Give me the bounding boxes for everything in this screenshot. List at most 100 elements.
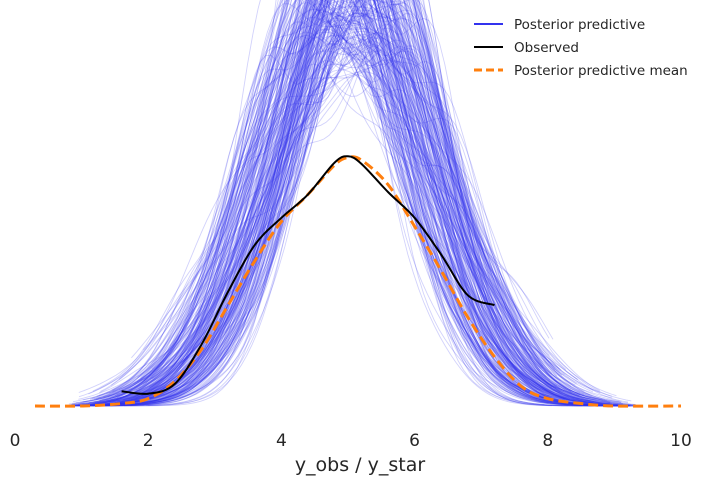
posterior-predictive-mean-layer — [34, 155, 682, 408]
posterior-predictive-draw — [137, 0, 564, 404]
posterior-predictive-draw — [120, 0, 585, 407]
posterior-predictive-draw — [80, 40, 550, 403]
posterior-predictive-draw — [78, 7, 558, 405]
posterior-predictive-draw — [98, 0, 552, 407]
posterior-predictive-draw — [117, 0, 565, 405]
posterior-predictive-draw — [96, 28, 561, 400]
posterior-predictive-draw — [133, 0, 545, 406]
posterior-predictive-draw — [132, 0, 608, 407]
posterior-predictive-draw — [127, 0, 592, 406]
posterior-predictive-draw — [144, 0, 593, 403]
posterior-predictive-draw — [106, 0, 581, 406]
posterior-predictive-draw — [113, 0, 631, 406]
posterior-predictive-draw — [134, 0, 588, 405]
posterior-predictive-draw — [109, 1, 584, 404]
posterior-predictive-draw — [98, 25, 553, 403]
posterior-predictive-draw — [92, 0, 631, 407]
posterior-predictive-draw — [70, 0, 551, 405]
posterior-predictive-draw — [73, 0, 623, 406]
posterior-predictive-draw — [92, 0, 568, 401]
posterior-predictive-draw — [71, 0, 594, 407]
posterior-predictive-draw — [105, 0, 538, 403]
posterior-predictive-draw — [109, 0, 553, 406]
posterior-predictive-draw — [79, 5, 544, 406]
posterior-predictive-draw — [135, 0, 594, 405]
posterior-predictive-draw — [89, 0, 565, 407]
posterior-predictive-draw — [95, 24, 560, 405]
posterior-predictive-draw — [116, 11, 581, 396]
posterior-predictive-draw — [85, 0, 582, 407]
posterior-predictive-draw — [142, 0, 617, 406]
posterior-predictive-draw — [142, 0, 569, 406]
posterior-predictive-draw — [141, 17, 601, 397]
x-axis-ticks: 0 2 4 6 8 10 — [10, 431, 692, 451]
posterior-predictive-draw — [148, 0, 587, 404]
posterior-predictive-draw — [71, 15, 610, 406]
posterior-predictive-draw — [151, 16, 632, 405]
posterior-predictive-draw — [72, 0, 627, 406]
posterior-predictive-draw — [151, 0, 611, 405]
posterior-predictive-draw — [96, 0, 550, 404]
posterior-predictive-draw — [129, 0, 568, 407]
posterior-predictive-draw — [121, 0, 634, 407]
posterior-predictive-draw — [150, 0, 583, 407]
posterior-predictive-draw — [99, 0, 569, 405]
posterior-predictive-draw — [146, 0, 611, 403]
posterior-predictive-draw — [117, 0, 629, 407]
posterior-predictive-draw — [100, 10, 543, 396]
posterior-predictive-draw — [88, 0, 547, 395]
posterior-predictive-draw — [72, 0, 606, 405]
posterior-predictive-draw — [130, 0, 627, 407]
posterior-predictive-draw — [150, 0, 572, 402]
posterior-predictive-draw — [104, 0, 558, 406]
x-tick-label: 6 — [409, 431, 420, 451]
posterior-predictive-draw — [132, 0, 623, 405]
posterior-predictive-draw — [79, 0, 581, 407]
posterior-predictive-draw — [108, 0, 594, 407]
posterior-predictive-draw — [142, 35, 607, 402]
posterior-predictive-draw — [132, 20, 576, 404]
posterior-predictive-draw — [112, 8, 550, 400]
posterior-predictive-draw — [107, 6, 620, 402]
posterior-predictive-draw — [150, 0, 636, 407]
posterior-predictive-draw — [116, 0, 634, 406]
posterior-predictive-draw — [140, 0, 605, 406]
posterior-predictive-draw — [73, 59, 612, 405]
x-axis-label: y_obs / y_star — [295, 454, 426, 476]
posterior-predictive-draws — [68, 0, 638, 407]
posterior-predictive-draw — [133, 36, 560, 388]
posterior-predictive-draw — [118, 0, 599, 405]
posterior-predictive-draw — [143, 0, 549, 404]
posterior-predictive-draw — [82, 43, 621, 403]
posterior-predictive-draw — [118, 0, 588, 407]
posterior-predictive-draw — [103, 0, 595, 406]
posterior-predictive-draw — [76, 0, 631, 407]
posterior-predictive-draw — [122, 0, 592, 406]
posterior-predictive-draw — [123, 13, 567, 400]
observed-line — [121, 155, 495, 395]
posterior-predictive-draw — [93, 0, 584, 403]
posterior-predictive-draw — [70, 0, 604, 407]
posterior-predictive-draw — [98, 0, 606, 406]
posterior-predictive-draw — [100, 0, 570, 406]
posterior-predictive-draw — [77, 0, 569, 406]
posterior-predictive-draw — [119, 0, 557, 406]
posterior-predictive-draw — [86, 0, 577, 405]
posterior-predictive-draw — [82, 0, 600, 405]
posterior-predictive-draw — [115, 0, 596, 405]
posterior-predictive-draw — [79, 9, 581, 406]
posterior-predictive-draw — [75, 35, 604, 404]
posterior-predictive-draw — [114, 9, 632, 406]
posterior-predictive-draw — [87, 37, 632, 404]
x-tick-label: 8 — [542, 431, 553, 451]
posterior-predictive-draw — [102, 31, 594, 404]
posterior-predictive-draw — [108, 0, 620, 406]
posterior-predictive-draw — [82, 0, 579, 406]
posterior-predictive-draw — [141, 69, 579, 384]
posterior-predictive-draw — [125, 0, 611, 405]
posterior-predictive-draw — [147, 0, 564, 405]
posterior-predictive-draw — [120, 0, 568, 407]
posterior-predictive-draw — [142, 0, 606, 406]
posterior-predictive-draw — [131, 15, 590, 403]
